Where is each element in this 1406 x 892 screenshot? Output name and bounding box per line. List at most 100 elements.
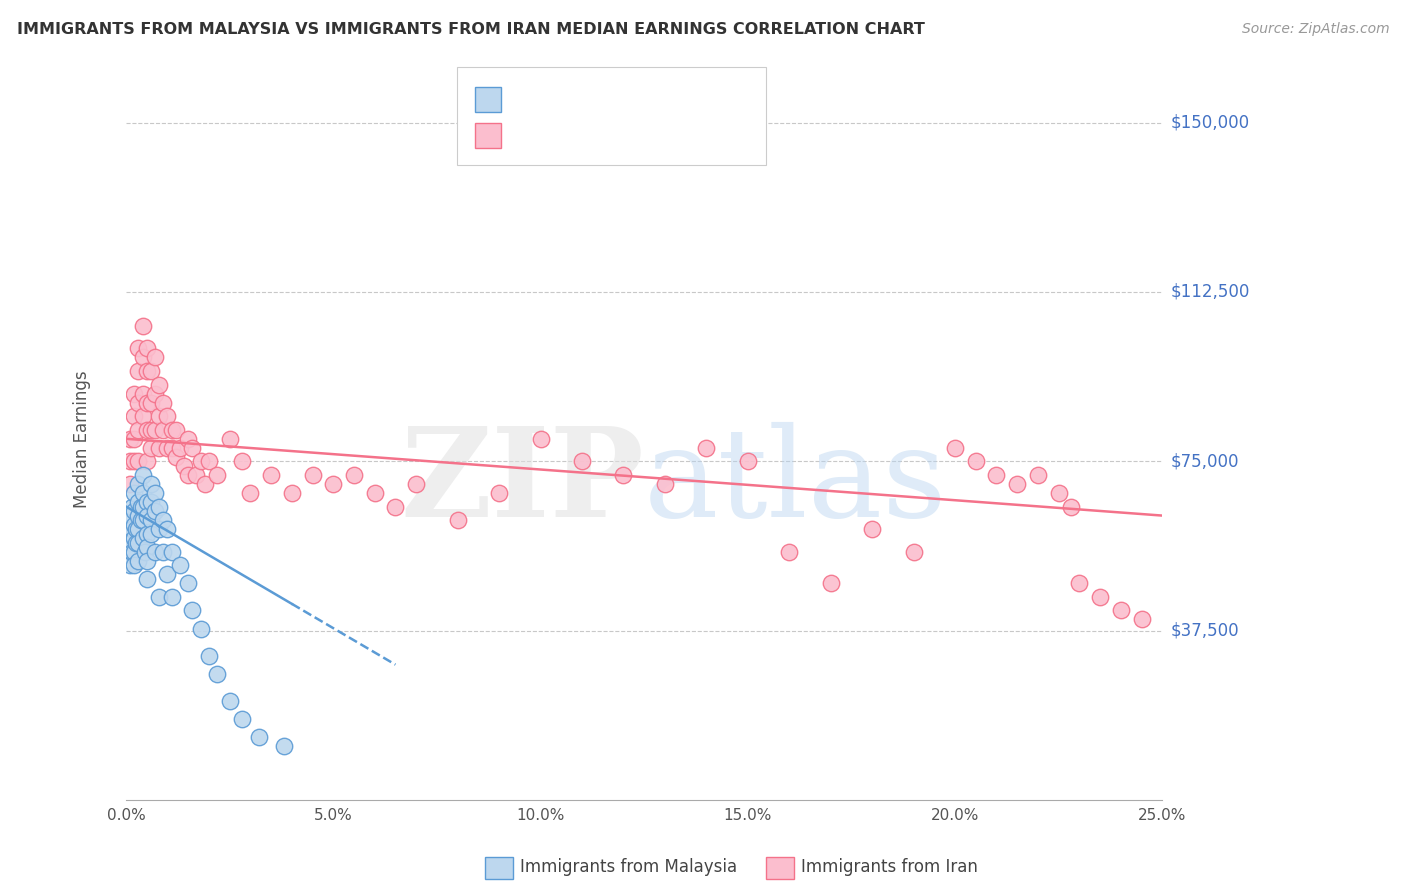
Point: [194, 477, 217, 491]
Point: [737, 454, 759, 468]
Point: [173, 458, 195, 473]
Point: [654, 477, 676, 491]
Point: [205, 467, 228, 482]
Point: [127, 454, 149, 468]
Point: [322, 477, 344, 491]
Point: [143, 545, 166, 559]
Point: [127, 423, 149, 437]
Point: [820, 576, 842, 591]
Point: [1026, 467, 1049, 482]
Point: [127, 364, 149, 378]
Point: [156, 409, 179, 424]
Point: [131, 486, 153, 500]
Point: [186, 467, 208, 482]
Point: [231, 454, 253, 468]
Point: [135, 395, 157, 409]
Text: Immigrants from Iran: Immigrants from Iran: [801, 858, 979, 876]
Point: [131, 513, 153, 527]
Point: [139, 495, 162, 509]
Point: [181, 441, 204, 455]
Point: [120, 477, 142, 491]
Point: [181, 603, 204, 617]
Point: [120, 535, 142, 549]
Point: [127, 554, 149, 568]
Point: [124, 531, 146, 545]
Text: IMMIGRANTS FROM MALAYSIA VS IMMIGRANTS FROM IRAN MEDIAN EARNINGS CORRELATION CHA: IMMIGRANTS FROM MALAYSIA VS IMMIGRANTS F…: [17, 22, 925, 37]
Point: [124, 517, 146, 532]
Point: [131, 531, 153, 545]
Text: N = 83: N = 83: [633, 127, 695, 145]
Point: [148, 590, 170, 604]
Point: [148, 522, 170, 536]
Point: [190, 622, 212, 636]
Point: [1109, 603, 1132, 617]
Point: [152, 545, 174, 559]
Point: [405, 477, 427, 491]
Point: [1088, 590, 1111, 604]
Point: [160, 441, 183, 455]
Point: [169, 441, 191, 455]
Point: [943, 441, 966, 455]
Point: [198, 648, 221, 663]
Point: [127, 522, 149, 536]
Point: [160, 590, 183, 604]
Text: $75,000: $75,000: [1171, 452, 1239, 470]
Point: [139, 395, 162, 409]
Point: [160, 423, 183, 437]
Point: [131, 386, 153, 401]
Text: $150,000: $150,000: [1171, 113, 1250, 132]
Point: [117, 522, 139, 536]
Point: [778, 545, 800, 559]
Text: Median Earnings: Median Earnings: [73, 370, 91, 508]
Point: [143, 504, 166, 518]
Text: atlas: atlas: [644, 422, 948, 542]
Point: [135, 540, 157, 554]
Point: [134, 545, 156, 559]
Point: [124, 454, 146, 468]
Point: [177, 576, 200, 591]
Point: [135, 454, 157, 468]
Point: [125, 522, 148, 536]
Point: [260, 467, 283, 482]
Point: [124, 504, 146, 518]
Point: [127, 508, 149, 523]
Point: [135, 342, 157, 356]
Point: [129, 500, 152, 514]
Point: [695, 441, 717, 455]
Point: [135, 364, 157, 378]
Point: [281, 486, 304, 500]
Text: ZIP: ZIP: [401, 422, 644, 542]
Point: [986, 467, 1008, 482]
Point: [165, 450, 187, 464]
Point: [148, 500, 170, 514]
Point: [446, 513, 468, 527]
Point: [120, 508, 142, 523]
Point: [139, 364, 162, 378]
Point: [143, 386, 166, 401]
Point: [384, 500, 406, 514]
Point: [139, 423, 162, 437]
Point: [120, 432, 142, 446]
Point: [160, 545, 183, 559]
Point: [135, 572, 157, 586]
Point: [143, 351, 166, 365]
Point: [139, 441, 162, 455]
Point: [124, 486, 146, 500]
Point: [488, 486, 510, 500]
Point: [124, 409, 146, 424]
Point: [135, 423, 157, 437]
Point: [612, 467, 634, 482]
Point: [125, 535, 148, 549]
Point: [169, 558, 191, 573]
Point: [131, 351, 153, 365]
Point: [139, 526, 162, 541]
Point: [121, 545, 143, 559]
Point: [148, 409, 170, 424]
Text: R = -0.377: R = -0.377: [509, 91, 598, 109]
Point: [1060, 500, 1083, 514]
Point: [124, 432, 146, 446]
Point: [152, 513, 174, 527]
Point: [529, 432, 551, 446]
Point: [124, 386, 146, 401]
Point: [131, 318, 153, 333]
